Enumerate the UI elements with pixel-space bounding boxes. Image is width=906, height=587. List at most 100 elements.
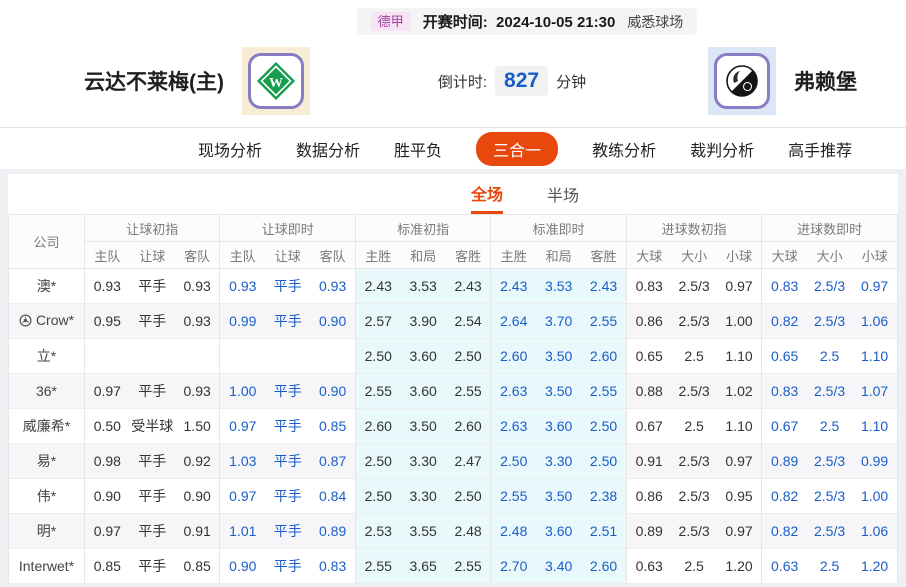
odds-cell: 1.50 — [174, 408, 220, 444]
col-header: 客队 — [174, 241, 220, 269]
odds-cell: 3.65 — [400, 548, 446, 584]
odds-table-body: 澳* 0.93 平手 0.93 0.93 平手 0.93 2.43 3.53 2.43 2.43 3.… — [8, 268, 898, 584]
svg-text:W: W — [269, 76, 283, 91]
odds-cell: 0.87 — [310, 443, 356, 479]
odds-cell: 0.88 — [625, 373, 672, 409]
company-label: 伟* — [36, 488, 57, 504]
col-header: 主队 — [219, 241, 266, 269]
odds-cell: 1.07 — [852, 373, 898, 409]
odds-cell: 0.97 — [716, 513, 762, 549]
werder-bremen-logo-icon: W — [257, 62, 295, 100]
countdown-label: 倒计时: — [437, 73, 488, 91]
odds-cell: 0.63 — [625, 548, 672, 584]
odds-cell: 0.85 — [310, 408, 356, 444]
odds-cell: 2.50 — [445, 478, 491, 514]
col-header: 小球 — [852, 241, 898, 269]
odds-cell: 0.85 — [174, 548, 220, 584]
home-team-logo: W — [242, 47, 310, 115]
odds-cell: 2.50 — [354, 338, 401, 374]
kickoff-value: 2024-10-05 21:30 — [496, 14, 616, 31]
company-label: Crow* — [35, 312, 75, 329]
odds-cell: 0.98 — [83, 443, 130, 479]
odds-cell: 平手 — [265, 408, 311, 444]
odds-cell: 3.50 — [536, 338, 582, 374]
countdown: 倒计时: 827 分钟 — [316, 66, 708, 96]
group-header-std-live: 标准即时 — [490, 214, 627, 242]
match-header-section: 德甲 开赛时间: 2024-10-05 21:30 威悉球场 云达不莱梅(主) … — [0, 0, 906, 169]
odds-cell: 2.60 — [490, 338, 537, 374]
odds-cell: 2.60 — [445, 408, 491, 444]
odds-cell: 2.54 — [445, 303, 491, 339]
tab-coach-analysis[interactable]: 教练分析 — [592, 142, 657, 160]
company-label: Interwet* — [18, 558, 75, 574]
odds-cell: 0.89 — [761, 443, 807, 479]
odds-cell: 2.50 — [354, 478, 401, 514]
odds-cell: 1.00 — [716, 303, 762, 339]
table-row: 伟* 0.90 平手 0.90 0.97 平手 0.84 2.50 3.30 2.50 2.55 3.… — [8, 478, 898, 514]
countdown-value: 827 — [495, 66, 549, 96]
tab-full-match[interactable]: 全场 — [470, 174, 503, 214]
table-row: 明* 0.97 平手 0.91 1.01 平手 0.89 2.53 3.55 2.48 2.48 3.… — [8, 513, 898, 549]
company-cell: 澳* — [8, 268, 85, 304]
odds-cell: 3.30 — [400, 478, 446, 514]
tab-half-match[interactable]: 半场 — [547, 188, 580, 205]
soccer-ball-icon — [19, 314, 32, 327]
odds-cell: 2.55 — [445, 373, 491, 409]
freiburg-logo-icon — [726, 65, 758, 97]
odds-cell: 0.50 — [83, 408, 130, 444]
group-header-handicap-initial: 让球初指 — [83, 214, 220, 242]
odds-card: 全场 半场 公司 让球初指 让球即时 标准初指 标准即时 进球数初指 进球数即时… — [8, 174, 898, 584]
odds-cell: 1.20 — [852, 548, 898, 584]
venue-label: 威悉球场 — [627, 13, 684, 30]
odds-cell: 0.90 — [310, 373, 356, 409]
odds-cell: 2.43 — [490, 268, 537, 304]
kickoff-label: 开赛时间: — [422, 14, 488, 31]
col-header: 和局 — [400, 241, 446, 269]
odds-cell: 2.47 — [445, 443, 491, 479]
odds-cell: 2.38 — [581, 478, 627, 514]
tab-live-analysis[interactable]: 现场分析 — [198, 142, 263, 160]
match-info-bar: 德甲 开赛时间: 2024-10-05 21:30 威悉球场 — [356, 8, 698, 35]
table-row: Crow* 0.95 平手 0.93 0.99 平手 0.90 2.57 3.90 2.54 2.6… — [8, 303, 898, 339]
odds-cell: 平手 — [265, 548, 311, 584]
odds-cell: 2.5/3 — [671, 373, 717, 409]
odds-cell: 3.50 — [536, 478, 582, 514]
odds-cell: 3.55 — [400, 513, 446, 549]
odds-cell: 1.03 — [219, 443, 266, 479]
odds-cell: 2.5 — [807, 338, 853, 374]
home-team-name: 云达不莱梅(主) — [84, 71, 224, 94]
odds-cell: 平手 — [129, 443, 175, 479]
odds-cell: 平手 — [265, 443, 311, 479]
company-label: 威廉希* — [22, 418, 71, 434]
company-cell: 伟* — [8, 478, 85, 514]
odds-cell: 0.97 — [852, 268, 898, 304]
tab-referee-analysis[interactable]: 裁判分析 — [690, 142, 755, 160]
odds-cell: 2.60 — [581, 548, 627, 584]
odds-cell: 2.63 — [490, 408, 537, 444]
table-row: 36* 0.97 平手 0.93 1.00 平手 0.90 2.55 3.60 2.55 2.63 3… — [8, 373, 898, 409]
odds-cell: 2.5 — [807, 408, 853, 444]
home-logo-frame: W — [248, 53, 304, 109]
tab-data-analysis[interactable]: 数据分析 — [296, 142, 361, 160]
odds-cell: 0.90 — [174, 478, 220, 514]
tab-win-draw-lose[interactable]: 胜平负 — [394, 142, 443, 160]
league-badge: 德甲 — [370, 11, 411, 32]
odds-cell: 0.82 — [761, 303, 807, 339]
odds-cell: 1.02 — [716, 373, 762, 409]
odds-cell: 0.89 — [625, 513, 672, 549]
odds-cell: 3.60 — [400, 373, 446, 409]
tab-three-in-one[interactable]: 三合一 — [476, 131, 559, 166]
table-row: 威廉希* 0.50 受半球 1.50 0.97 平手 0.85 2.60 3.50 2.60 2.6… — [8, 408, 898, 444]
company-label: 澳* — [36, 278, 57, 294]
company-cell: 威廉希* — [8, 408, 85, 444]
tab-expert-picks[interactable]: 高手推荐 — [788, 142, 853, 160]
away-team-name: 弗赖堡 — [794, 71, 857, 94]
odds-cell: 0.90 — [310, 303, 356, 339]
odds-cell: 平手 — [129, 303, 175, 339]
odds-cell: 0.83 — [761, 268, 807, 304]
odds-cell: 1.06 — [852, 303, 898, 339]
odds-cell: 0.97 — [716, 268, 762, 304]
odds-cell: 1.00 — [219, 373, 266, 409]
col-header: 大小 — [807, 241, 853, 269]
odds-cell: 2.5 — [671, 408, 717, 444]
